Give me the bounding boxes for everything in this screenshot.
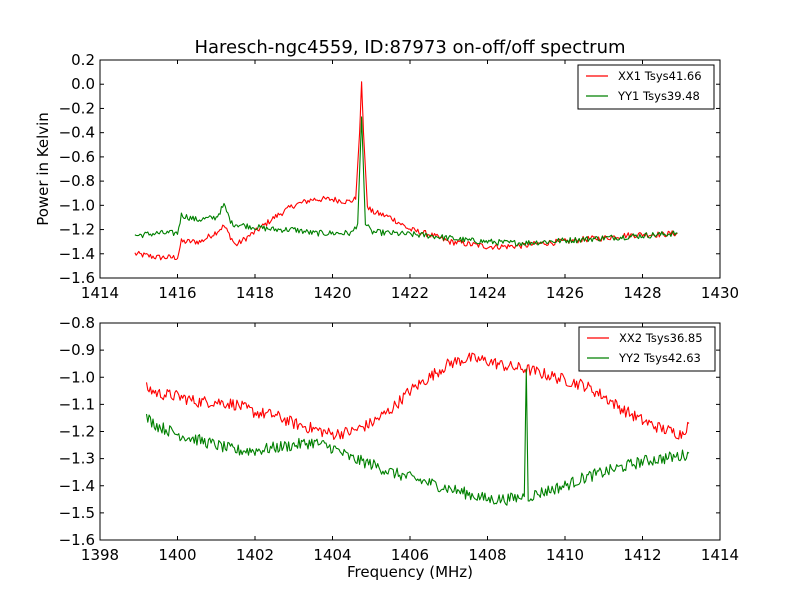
y-tick-label: −1.5 [59, 504, 95, 522]
y-tick-label: −1.1 [59, 395, 95, 413]
y-tick-label: −1.0 [59, 368, 95, 386]
legend-label-xx2: XX2 Tsys36.85 [619, 331, 703, 345]
x-tick-label: 1408 [468, 546, 506, 564]
bottom-series-layer [145, 352, 690, 506]
bottom-ticks: 1398 1400 1402 1404 1406 1408 1410 1412 1414 −1.6… [59, 314, 740, 564]
top-ticks: 1414 1416 1418 1420 1422 1424 1426 1428 1430 −1.6… [59, 51, 740, 302]
x-tick-label: 1402 [236, 546, 274, 564]
legend-label-xx1: XX1 Tsys41.66 [618, 69, 702, 83]
y-tick-label: −0.2 [59, 99, 95, 117]
top-series-layer [134, 81, 678, 261]
series-line-xx1 [134, 81, 678, 261]
x-tick-label: 1418 [236, 284, 274, 302]
y-tick-label: −1.4 [59, 245, 95, 263]
top-subplot: Haresch-ngc4559, ID:87973 on-off/off spe… [34, 37, 739, 302]
series-line-xx2 [145, 352, 690, 440]
legend-label-yy1: YY1 Tsys39.48 [617, 89, 700, 103]
x-tick-label: 1416 [158, 284, 196, 302]
x-tick-label: 1398 [81, 546, 119, 564]
chart-title: Haresch-ngc4559, ID:87973 on-off/off spe… [194, 37, 625, 58]
x-tick-label: 1410 [546, 546, 584, 564]
x-tick-label: 1414 [701, 546, 739, 564]
top-legend-box [577, 64, 715, 110]
x-tick-label: 1424 [468, 284, 506, 302]
x-tick-label: 1428 [623, 284, 661, 302]
x-tick-label: 1400 [158, 546, 196, 564]
bottom-legend: XX2 Tsys36.85 YY2 Tsys42.63 [578, 326, 716, 372]
x-tick-label: 1426 [546, 284, 584, 302]
y-tick-label: −1.6 [59, 531, 95, 549]
x-tick-label: 1430 [701, 284, 739, 302]
y-tick-label: 0.2 [71, 51, 95, 69]
y-tick-label: −0.4 [59, 124, 95, 142]
y-tick-label: −1.4 [59, 477, 95, 495]
y-tick-label: −0.8 [59, 314, 95, 332]
series-line-yy2 [145, 368, 690, 506]
legend-label-yy2: YY2 Tsys42.63 [618, 351, 701, 365]
y-tick-label: −1.6 [59, 269, 95, 287]
y-tick-label: −0.6 [59, 148, 95, 166]
bottom-subplot: Frequency (MHz) 1398 1400 1402 1404 1406 1408… [59, 314, 740, 581]
x-axis-label: Frequency (MHz) [347, 563, 473, 581]
y-axis-label: Power in Kelvin [34, 112, 52, 226]
x-tick-label: 1406 [391, 546, 429, 564]
x-tick-label: 1422 [391, 284, 429, 302]
y-tick-label: −1.2 [59, 221, 95, 239]
y-tick-label: −1.0 [59, 196, 95, 214]
y-tick-label: −1.2 [59, 423, 95, 441]
y-tick-label: −0.8 [59, 172, 95, 190]
x-tick-label: 1420 [313, 284, 351, 302]
y-tick-label: −0.9 [59, 341, 95, 359]
x-tick-label: 1412 [623, 546, 661, 564]
x-tick-label: 1414 [81, 284, 119, 302]
top-legend: XX1 Tsys41.66 YY1 Tsys39.48 [577, 64, 715, 110]
x-tick-label: 1404 [313, 546, 351, 564]
y-tick-label: 0.0 [71, 75, 95, 93]
bottom-legend-box [578, 326, 716, 372]
series-line-yy1 [134, 116, 678, 247]
y-tick-label: −1.3 [59, 450, 95, 468]
